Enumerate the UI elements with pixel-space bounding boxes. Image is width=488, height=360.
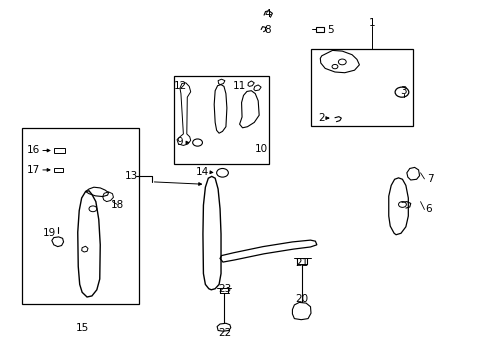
Text: 5: 5 [326,24,333,35]
Text: 10: 10 [254,144,267,154]
Text: 6: 6 [424,204,431,214]
Text: 13: 13 [124,171,138,181]
Text: 18: 18 [110,200,124,210]
Text: 20: 20 [295,294,308,304]
Text: 15: 15 [75,323,89,333]
Text: 8: 8 [264,24,271,35]
Text: 19: 19 [43,228,57,238]
Text: 16: 16 [26,145,40,156]
Text: 9: 9 [176,137,183,147]
Text: 7: 7 [426,174,433,184]
Text: 21: 21 [295,258,308,268]
Text: 4: 4 [264,9,270,19]
Text: 1: 1 [367,18,374,28]
Bar [54,148,64,153]
Text: 14: 14 [196,167,209,177]
Text: 17: 17 [26,165,40,175]
Text: 23: 23 [217,284,231,294]
Text: 22: 22 [217,328,231,338]
Bar [173,76,268,164]
Text: 2: 2 [317,113,324,123]
Bar [310,49,412,126]
Text: 12: 12 [174,81,187,91]
Bar [315,27,323,32]
Bar [54,168,62,172]
Text: 11: 11 [232,81,246,91]
Bar [22,128,139,304]
Text: 3: 3 [400,86,407,96]
